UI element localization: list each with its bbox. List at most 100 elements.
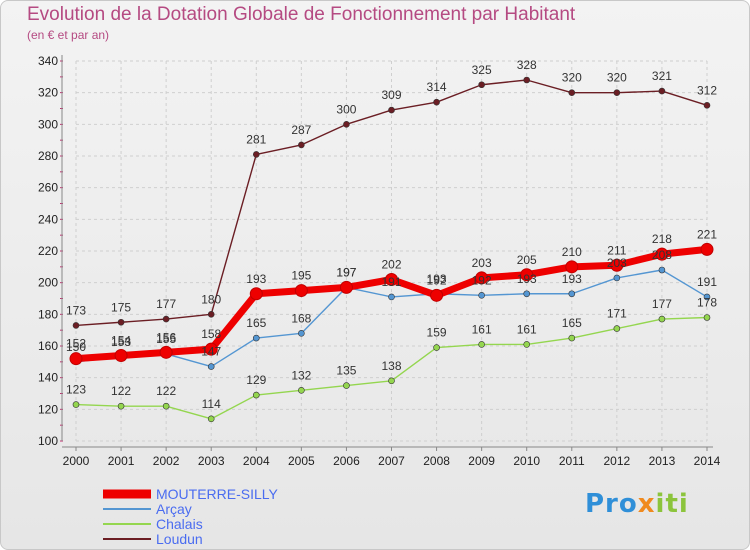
data-label-chalais: 159 [427, 326, 447, 340]
data-label-chalais: 123 [66, 383, 86, 397]
point-loudun [658, 87, 666, 95]
data-label-ar-ay: 208 [652, 248, 672, 262]
data-label-ar-ay: 147 [201, 345, 221, 359]
data-label-ar-ay: 193 [517, 272, 537, 286]
data-label-loudun: 173 [66, 303, 86, 317]
point-chalais [568, 334, 576, 342]
data-label-chalais: 138 [381, 359, 401, 373]
data-label-ar-ay: 153 [111, 335, 131, 349]
data-label-mouterre-silly: 152 [66, 337, 86, 351]
data-label-mouterre-silly: 218 [652, 232, 672, 246]
legend-entry: Loudun [156, 531, 203, 547]
y-tick-label: 300 [38, 117, 58, 131]
x-tick-label: 2009 [468, 454, 495, 468]
x-tick-label: 2013 [649, 454, 676, 468]
point-ar-ay [207, 363, 215, 370]
data-label-loudun: 328 [517, 58, 537, 72]
data-label-mouterre-silly: 158 [201, 327, 221, 341]
point-loudun [613, 89, 621, 96]
chart-title: Evolution de la Dotation Globale de Fonc… [27, 4, 576, 25]
data-label-ar-ay: 197 [336, 265, 356, 279]
data-label-loudun: 287 [291, 123, 311, 137]
legend-entry: MOUTERRE-SILLY [156, 486, 279, 502]
point-mouterre-silly [159, 345, 173, 359]
data-label-loudun: 314 [427, 80, 447, 94]
series-lines [69, 76, 714, 423]
point-loudun [388, 106, 395, 114]
point-loudun [433, 98, 440, 106]
point-mouterre-silly [610, 258, 624, 272]
point-chalais [72, 401, 80, 408]
point-loudun [117, 318, 125, 326]
point-loudun [298, 141, 305, 149]
point-ar-ay [658, 266, 666, 274]
point-chalais [162, 402, 170, 410]
legend-entry: Arçay [156, 501, 192, 517]
point-loudun [162, 315, 170, 323]
point-loudun [343, 121, 350, 128]
data-label-mouterre-silly: 195 [291, 269, 311, 283]
point-loudun [72, 322, 80, 329]
y-tick-label: 340 [38, 54, 58, 68]
point-chalais [207, 415, 215, 423]
data-label-loudun: 281 [246, 132, 266, 146]
data-label-loudun: 321 [652, 69, 672, 83]
data-label-chalais: 161 [517, 322, 537, 336]
data-label-mouterre-silly: 154 [111, 334, 131, 348]
x-tick-label: 2007 [378, 454, 405, 468]
point-ar-ay [252, 334, 260, 342]
point-mouterre-silly [204, 342, 218, 356]
data-label-mouterre-silly: 205 [517, 253, 537, 267]
data-label-chalais: 161 [472, 322, 492, 336]
point-mouterre-silly [339, 280, 353, 294]
data-label-chalais: 177 [652, 297, 672, 311]
data-label-loudun: 325 [472, 63, 492, 77]
data-label-ar-ay: 165 [246, 316, 266, 330]
point-chalais [117, 402, 125, 410]
data-label-loudun: 312 [697, 83, 717, 97]
data-label-chalais: 171 [607, 307, 627, 321]
legend-entry: Chalais [156, 516, 203, 532]
data-label-mouterre-silly: 211 [607, 243, 626, 257]
proxiti-logo: Proxiti [585, 489, 689, 519]
x-tick-label: 2005 [288, 454, 315, 468]
point-ar-ay [703, 293, 711, 301]
point-ar-ay [568, 290, 576, 298]
point-ar-ay [298, 330, 305, 337]
y-tick-label: 160 [38, 339, 58, 353]
data-label-ar-ay: 168 [291, 311, 311, 325]
data-label-ar-ay: 203 [607, 256, 627, 270]
x-tick-label: 2002 [153, 454, 180, 468]
point-chalais [343, 382, 350, 389]
point-mouterre-silly [655, 247, 669, 261]
y-tick-label: 100 [38, 434, 58, 448]
point-mouterre-silly [700, 242, 714, 256]
x-tick-label: 2012 [604, 454, 631, 468]
point-mouterre-silly [565, 260, 579, 274]
point-chalais [703, 314, 711, 321]
data-label-loudun: 175 [111, 300, 131, 314]
logo-part-1: Pro [585, 489, 638, 519]
point-chalais [388, 377, 395, 385]
x-tick-label: 2014 [694, 454, 721, 468]
y-tick-label: 320 [38, 86, 58, 100]
data-label-ar-ay: 150 [66, 340, 86, 354]
point-chalais [433, 344, 440, 351]
data-label-chalais: 165 [562, 316, 582, 330]
x-tick-label: 2004 [243, 454, 270, 468]
data-label-loudun: 180 [201, 292, 221, 306]
chart-subtitle: (en € et par an) [27, 28, 110, 42]
data-label-loudun: 309 [381, 88, 401, 102]
point-chalais [478, 341, 485, 348]
y-tick-label: 120 [38, 402, 58, 416]
data-label-ar-ay: 191 [697, 275, 717, 289]
point-ar-ay [523, 290, 531, 298]
point-loudun [523, 76, 531, 84]
x-tick-label: 2008 [423, 454, 450, 468]
y-tick-label: 280 [38, 149, 58, 163]
y-tick-label: 200 [38, 276, 58, 290]
data-label-mouterre-silly: 203 [472, 256, 492, 270]
data-label-chalais: 122 [156, 384, 176, 398]
point-loudun [568, 89, 576, 96]
